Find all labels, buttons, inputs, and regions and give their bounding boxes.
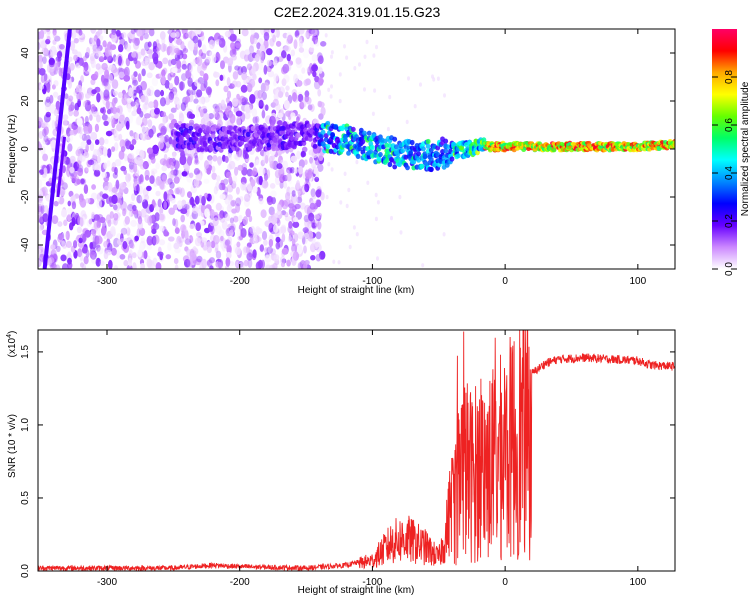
snr-y-exponent: (x104) [6,331,18,358]
snr-x-axis-label: Height of straight line (km) [298,585,415,596]
spectrogram-streak [56,136,67,198]
snr-y-tick-label: 0.5 [20,491,31,505]
spectrogram-x-axis-label: Height of straight line (km) [298,285,415,296]
snr-plot-background [38,330,675,571]
spectrogram-y-ticks: -40 -20 0 20 40 [20,47,675,252]
spectrogram-x-ticks: -300 -200 -100 0 100 [97,29,647,287]
colorbar-ticks: 0.0 0.2 0.4 0.6 0.8 [712,70,737,276]
snr-x-tick-label: -300 [97,577,117,588]
colorbar: 0.0 0.2 0.4 0.6 0.8 Normalized spectral ampl… [712,29,750,276]
snr-x-tick-label: -100 [362,577,382,588]
spectrogram-y-tick-label: 0 [20,146,31,152]
spectrogram-x-tick-label: -300 [97,276,117,287]
snr-panel: -300 -200 -100 0 100 0.0 0.5 1.0 1.5 Height of … [6,329,676,596]
spectrogram-y-tick-label: 20 [20,95,31,107]
snr-x-tick-label: 100 [629,577,646,588]
spectrogram-x-tick-label: 0 [502,276,508,287]
spectrogram-plot-area [38,29,675,269]
spectrogram-cells [38,29,675,269]
spectrogram-y-axis-label: Frequency (Hz) [7,115,18,184]
snr-plot-area [38,330,675,571]
colorbar-tick-label: 0.6 [724,118,735,132]
snr-x-ticks: -300 -200 -100 0 100 [97,330,647,588]
snr-frame [37,329,676,572]
snr-y-tick-label: 1.5 [20,345,31,359]
snr-series-line [38,330,675,571]
spectrogram-y-tick-label: -40 [20,237,31,252]
colorbar-tick-label: 0.0 [724,262,735,276]
spectrogram-x-tick-label: -100 [362,276,382,287]
spectrogram-x-tick-label: -200 [230,276,250,287]
figure-title: C2E2.2024.319.01.15.G23 [274,4,441,20]
colorbar-tick-label: 0.4 [724,166,735,180]
colorbar-tick-label: 0.8 [724,70,735,84]
snr-x-tick-label: 0 [502,577,508,588]
colorbar-label: Normalized spectral amplitude [740,81,750,216]
spectrogram-y-tick-label: -20 [20,189,31,204]
snr-y-ticks: 0.0 0.5 1.0 1.5 [20,345,675,578]
snr-x-tick-label: -200 [230,577,250,588]
spectrogram-x-tick-label: 100 [629,276,646,287]
colorbar-gradient [712,29,737,269]
snr-y-tick-label: 1.0 [20,418,31,432]
spectrogram-streak [42,29,72,269]
colorbar-tick-label: 0.2 [724,214,735,228]
snr-y-axis-label: SNR (10 * v/v) [7,414,18,478]
spectrogram-y-tick-label: 40 [20,47,31,59]
snr-y-tick-label: 0.0 [20,564,31,578]
